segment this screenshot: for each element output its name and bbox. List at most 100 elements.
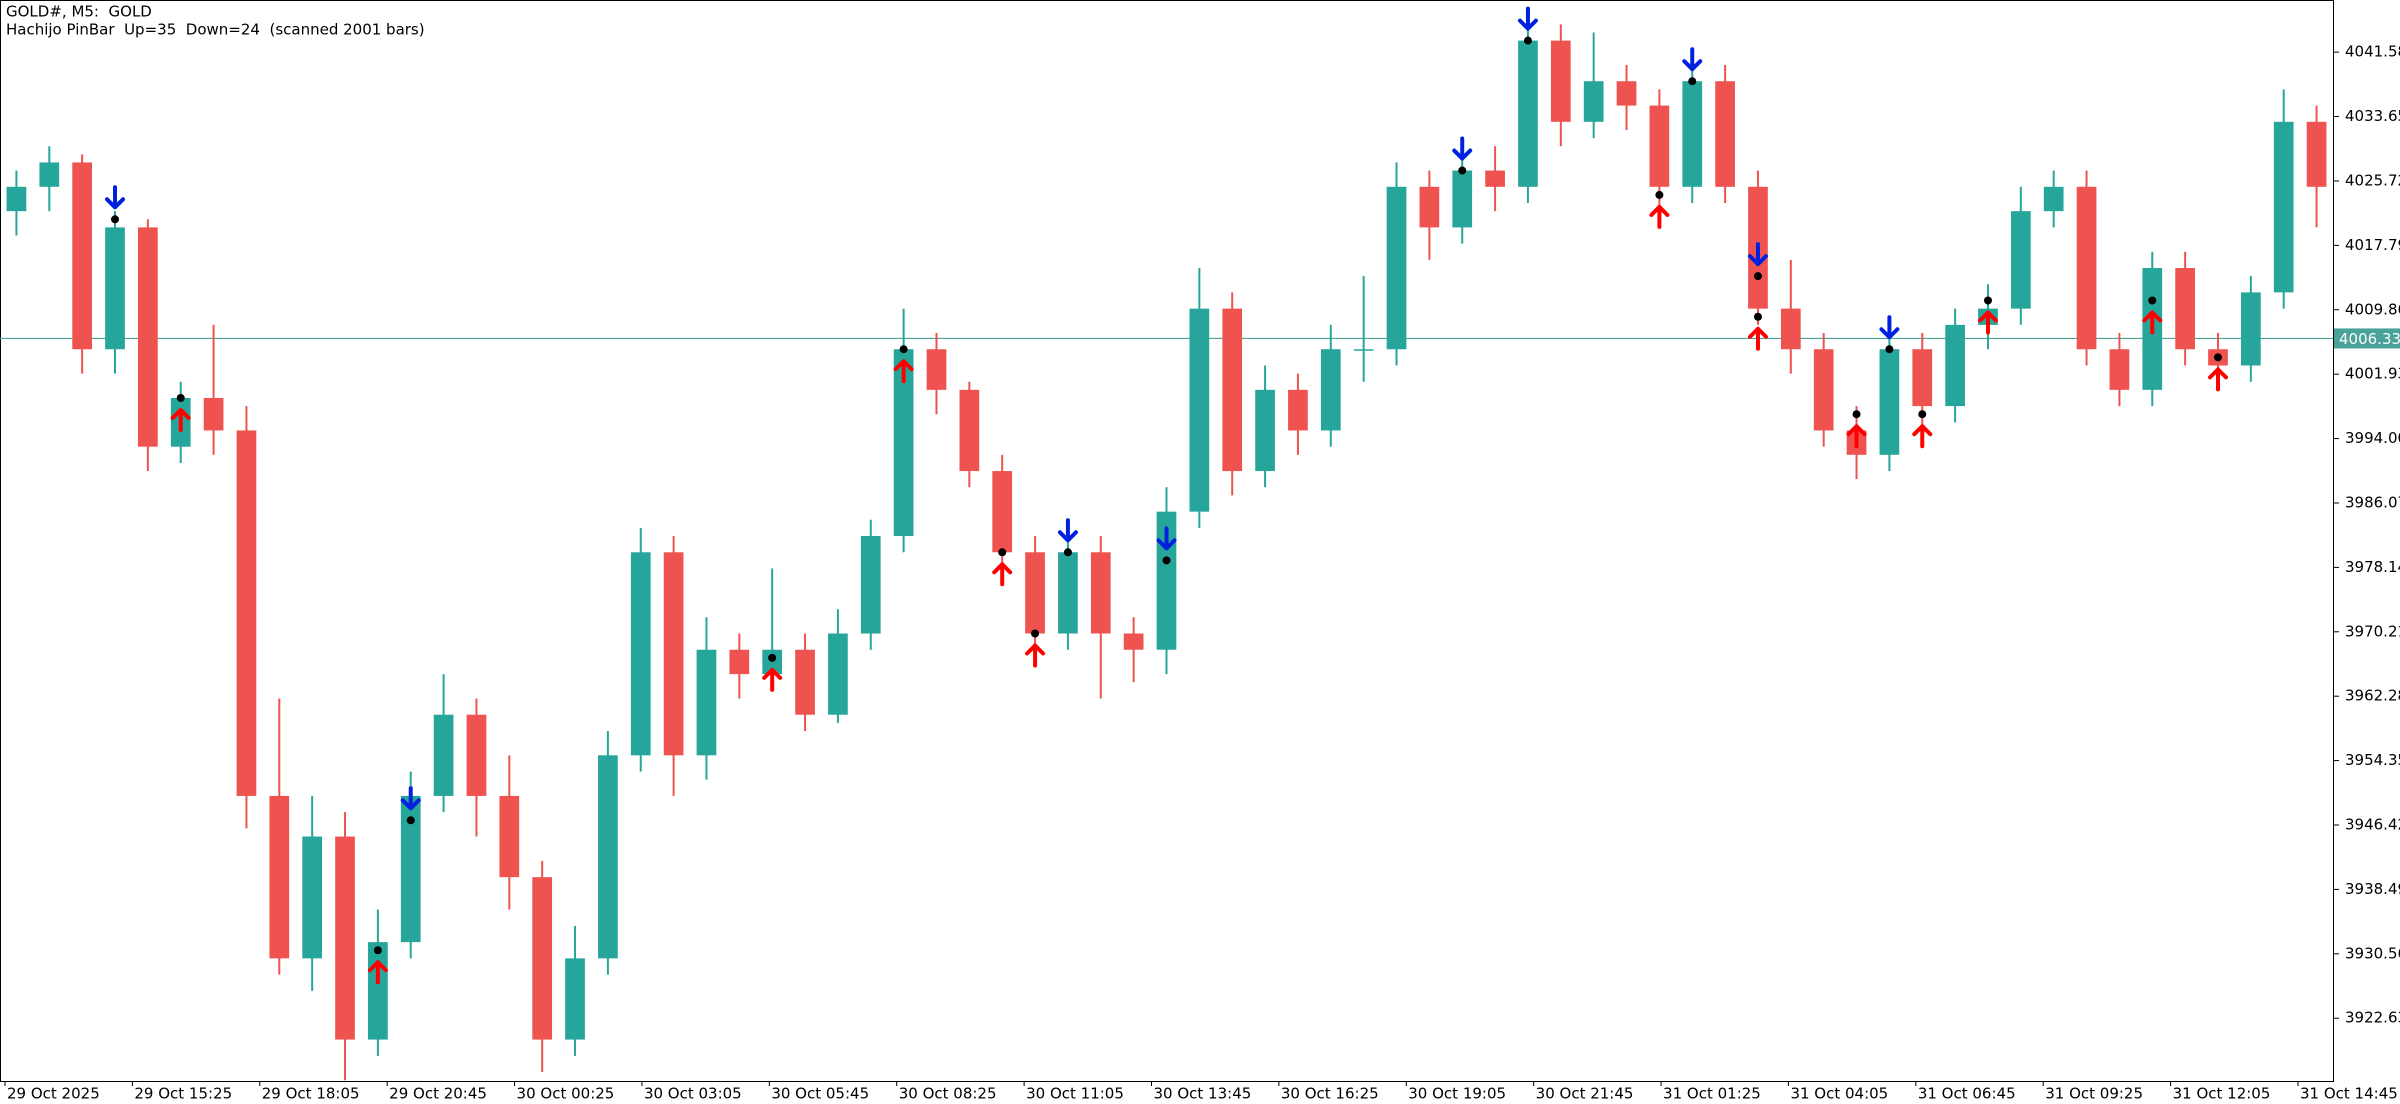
signal-dot [1753,312,1762,321]
signal-dot [1458,166,1467,175]
candle-body [1485,170,1505,187]
candle-body [1353,349,1374,351]
candle-body [203,397,224,431]
candle-body [6,186,27,212]
candle-body [1320,349,1341,431]
x-tick-label: 31 Oct 12:05 [2173,1085,2271,1103]
x-tick-label: 30 Oct 16:25 [1281,1085,1379,1103]
candle-body [1682,81,1703,187]
y-tick-label: 4025.72 [2345,171,2400,189]
candle-body [138,227,158,447]
candle-body [1616,81,1637,106]
chart-title: GOLD#, M5: GOLD [6,3,152,21]
candle-body [2273,121,2294,293]
down-arrow [105,185,126,210]
x-tick-label: 29 Oct 2025 [7,1085,100,1103]
x-tick-label: 30 Oct 00:25 [517,1085,615,1103]
y-tick-label: 3978.14 [2345,558,2400,576]
down-arrow [1057,518,1078,543]
candle-body [926,349,947,390]
up-arrow [1649,204,1670,229]
y-tick-label: 4017.79 [2345,236,2400,254]
candle-body [1518,40,1538,187]
x-tick-label: 29 Oct 20:45 [389,1085,487,1103]
candle-body [1090,552,1111,634]
down-arrow [400,786,421,811]
signal-dot [998,548,1007,557]
y-tick-label: 4033.65 [2345,107,2400,125]
x-tick-label: 30 Oct 03:05 [644,1085,742,1103]
y-tick-label: 3970.21 [2345,622,2400,640]
signal-dot [768,653,777,662]
candle-body [2109,349,2130,390]
signal-dot [1885,345,1894,354]
candle-body [663,552,684,756]
x-tick-label: 29 Oct 15:25 [134,1085,232,1103]
candle-body [795,649,815,715]
candle-body [1123,633,1144,650]
candle-body [1386,186,1407,350]
signal-dot [2148,296,2157,305]
up-arrow [1747,326,1768,351]
x-tick-label: 30 Oct 21:45 [1536,1085,1634,1103]
x-tick-label: 30 Oct 05:45 [771,1085,869,1103]
down-arrow [1879,315,1900,340]
candle-body [828,633,848,715]
candle-body [1222,308,1243,472]
down-arrow [1517,6,1538,31]
signal-dot [899,345,908,354]
candle-body [1288,389,1308,431]
up-arrow [1912,424,1933,449]
y-tick-label: 3954.35 [2345,751,2400,769]
candle-body [893,349,914,537]
y-tick-label: 3922.63 [2345,1009,2400,1027]
down-arrow [1682,47,1703,72]
up-arrow [2207,367,2228,392]
up-arrow [762,667,783,692]
candle-body [302,836,323,959]
candle-body [1715,81,1735,187]
x-tick-label: 30 Oct 08:25 [899,1085,997,1103]
x-tick-label: 31 Oct 14:45 [2300,1085,2398,1103]
signal-dot [1753,272,1762,281]
y-tick-label: 3986.07 [2345,493,2400,511]
candle-body [499,795,520,878]
x-tick-label: 31 Oct 04:05 [1790,1085,1888,1103]
last-price-label: 4006.33 [2339,330,2400,348]
down-arrow [1747,242,1768,267]
candle-body [696,649,717,756]
candle-body [105,227,125,350]
candle-body [1813,349,1834,431]
y-tick-label: 3994.00 [2345,429,2400,447]
candle-body [762,649,783,675]
y-tick-label: 3946.42 [2345,816,2400,834]
y-tick-label: 4041.58 [2345,43,2400,61]
up-arrow [2142,310,2163,335]
candle-body [2043,186,2064,212]
candle-body [1025,552,1045,634]
candle-body [2010,211,2031,309]
down-arrow [1452,136,1473,161]
candle-body [1912,349,1933,407]
up-arrow [367,960,388,985]
candle-body [532,877,553,1040]
candle-body [2076,186,2097,350]
candle-body [1189,308,1210,512]
signal-dot [373,946,382,955]
candle-body [992,471,1013,553]
candle-body [72,162,93,350]
up-arrow [1977,310,1998,335]
candle-body [400,795,421,943]
candle-body [729,649,750,675]
up-arrow [1846,424,1867,449]
signal-dot [1655,190,1664,199]
x-tick-label: 29 Oct 18:05 [262,1085,360,1103]
x-tick-label: 30 Oct 19:05 [1408,1085,1506,1103]
candle-body [860,536,881,634]
candle-body [1945,324,1965,407]
candle-body [1058,552,1078,634]
candle-body [1255,389,1275,472]
candle-body [2175,268,2195,350]
